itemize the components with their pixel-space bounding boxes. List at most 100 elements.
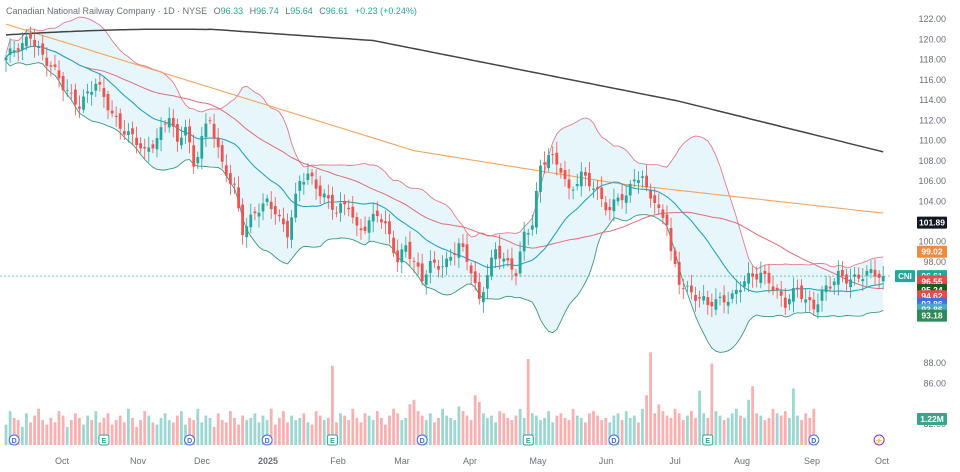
candle-body <box>845 274 848 283</box>
volume-bar <box>229 411 232 445</box>
candle-body <box>437 266 440 270</box>
candle-body <box>780 291 783 296</box>
x-tick-label: Feb <box>330 456 346 466</box>
candle-body <box>772 287 775 292</box>
volume-bar <box>392 409 395 445</box>
candle-body <box>156 138 159 149</box>
candle-body <box>621 194 624 200</box>
candle-body <box>498 246 501 259</box>
candle-body <box>168 118 171 127</box>
volume-bar <box>731 413 734 445</box>
volume-bar <box>633 416 636 445</box>
volume-bar <box>494 422 497 445</box>
candle-body <box>458 243 461 257</box>
candle-body <box>200 136 203 159</box>
volume-bar <box>796 416 799 445</box>
volume-bar <box>164 413 167 445</box>
earnings-marker: E <box>703 435 713 445</box>
candle-body <box>311 173 314 177</box>
candle-body <box>331 195 334 210</box>
dividend-marker-label: D <box>12 438 17 445</box>
candle-body <box>245 226 248 237</box>
y-tick-label: 112.00 <box>919 115 946 125</box>
volume-bar <box>237 425 240 445</box>
y-tick-label: 110.00 <box>919 136 946 146</box>
candle-body <box>629 184 632 196</box>
candle-body <box>523 232 526 252</box>
candle-body <box>421 264 424 282</box>
candle-body <box>143 147 146 148</box>
candle-body <box>196 157 199 163</box>
candle-body <box>490 258 493 277</box>
x-tick-label: May <box>529 456 547 466</box>
volume-bar <box>315 411 318 445</box>
volume-bar <box>368 416 371 445</box>
candle-body <box>462 243 465 247</box>
candle-body <box>604 202 607 210</box>
volume-bar <box>506 418 509 445</box>
volume-bar <box>445 416 448 445</box>
candle-body <box>351 207 354 218</box>
volume-bar <box>547 411 550 445</box>
volume-bar <box>535 416 538 445</box>
volume-bar <box>498 411 501 445</box>
volume-bar <box>294 420 297 445</box>
dividend-marker: D <box>809 435 819 445</box>
candle-body <box>727 302 730 306</box>
y-tick-label: 120.00 <box>918 34 946 44</box>
candle-body <box>286 221 289 238</box>
volume-bar <box>323 420 326 445</box>
candle-body <box>768 273 771 283</box>
volume-bar <box>653 413 656 445</box>
candle-body <box>62 76 65 90</box>
volume-bar <box>739 416 742 445</box>
candle-body <box>531 226 534 230</box>
earnings-marker-label: E <box>526 438 531 445</box>
volume-bar <box>380 418 383 445</box>
candle-body <box>66 90 69 91</box>
candle-body <box>13 50 16 52</box>
volume-bar <box>662 411 665 445</box>
volume-badge-label: 1.22M <box>920 414 944 424</box>
volume-bar <box>780 416 783 445</box>
volume-bar <box>511 420 514 445</box>
candle-body <box>739 290 742 292</box>
candle-body <box>698 297 701 298</box>
volume-bar <box>135 427 138 445</box>
price-badge-label: 93.18 <box>921 311 943 321</box>
earnings-marker: E <box>523 435 533 445</box>
candle-body <box>670 228 673 251</box>
volume-bar <box>800 420 803 445</box>
volume-bar <box>217 413 220 445</box>
candle-body <box>874 270 877 277</box>
volume-bar <box>160 418 163 445</box>
volume-bar <box>723 420 726 445</box>
y-tick-label: 106.00 <box>918 176 946 186</box>
volume-bar <box>209 418 212 445</box>
candle-body <box>453 253 456 255</box>
volume-bar <box>156 425 159 445</box>
candle-body <box>515 273 518 276</box>
volume-bar <box>543 418 546 445</box>
volume-bar <box>139 420 142 445</box>
candle-body <box>380 219 383 222</box>
candle-body <box>539 166 542 192</box>
volume-bar <box>462 411 465 445</box>
volume-bar <box>474 395 477 445</box>
candle-body <box>425 274 428 284</box>
candle-body <box>225 165 228 175</box>
candle-body <box>837 271 840 285</box>
candle-body <box>506 258 509 261</box>
candle-body <box>249 215 252 228</box>
candle-body <box>641 176 644 178</box>
volume-bar <box>592 411 595 445</box>
candle-body <box>674 251 677 265</box>
candle-body <box>560 168 563 173</box>
candle-body <box>812 300 815 310</box>
candle-body <box>494 249 497 259</box>
x-tick-label: Aug <box>734 456 750 466</box>
candle-body <box>592 189 595 190</box>
earnings-marker-label: E <box>102 438 107 445</box>
